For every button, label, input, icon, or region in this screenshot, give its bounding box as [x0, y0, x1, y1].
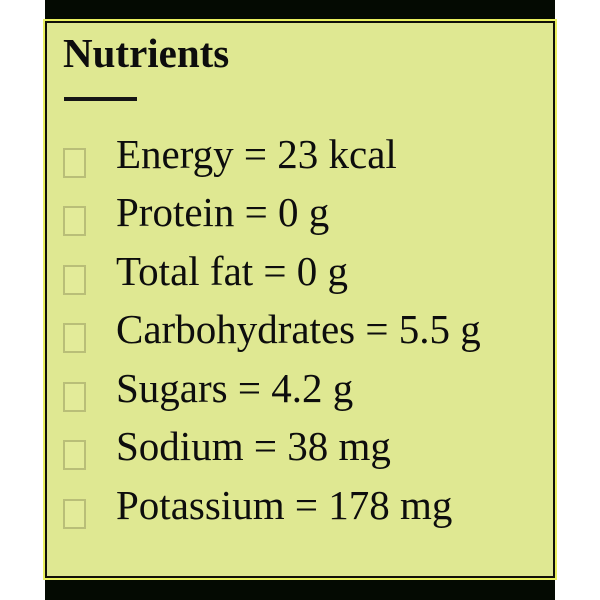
list-item-energy: Energy = 23 kcal — [63, 125, 547, 184]
checkbox-bullet-icon — [63, 323, 86, 354]
list-item-carbohydrates: Carbohydrates = 5.5 g — [63, 300, 547, 359]
nutrients-panel: Nutrients Energy = 23 kcal Protein = 0 g… — [43, 0, 557, 600]
list-item-protein: Protein = 0 g — [63, 183, 547, 242]
nutrient-text: Protein = 0 g — [116, 189, 330, 236]
list-item-sodium: Sodium = 38 mg — [63, 417, 547, 476]
nutrient-text: Sugars = 4.2 g — [116, 364, 354, 411]
checkbox-bullet-icon — [63, 147, 86, 178]
nutrient-text: Carbohydrates = 5.5 g — [116, 306, 481, 353]
nutrient-text: Total fat = 0 g — [116, 247, 349, 294]
card-title: Nutrients — [63, 30, 230, 76]
nutrients-card: Nutrients Energy = 23 kcal Protein = 0 g… — [43, 19, 557, 580]
nutrient-text: Sodium = 38 mg — [116, 423, 391, 470]
list-item-sugars: Sugars = 4.2 g — [63, 359, 547, 418]
checkbox-bullet-icon — [63, 264, 86, 295]
top-bar — [45, 0, 555, 21]
nutrient-text: Potassium = 178 mg — [116, 481, 453, 528]
checkbox-bullet-icon — [63, 381, 86, 412]
nutrient-text: Energy = 23 kcal — [116, 130, 397, 177]
list-item-potassium: Potassium = 178 mg — [63, 476, 547, 535]
checkbox-bullet-icon — [63, 498, 86, 529]
nutrients-list: Energy = 23 kcal Protein = 0 g Total fat… — [63, 125, 547, 535]
bottom-bar — [45, 578, 555, 600]
checkbox-bullet-icon — [63, 440, 86, 471]
list-item-total-fat: Total fat = 0 g — [63, 242, 547, 301]
title-underline — [64, 97, 137, 101]
checkbox-bullet-icon — [63, 206, 86, 237]
